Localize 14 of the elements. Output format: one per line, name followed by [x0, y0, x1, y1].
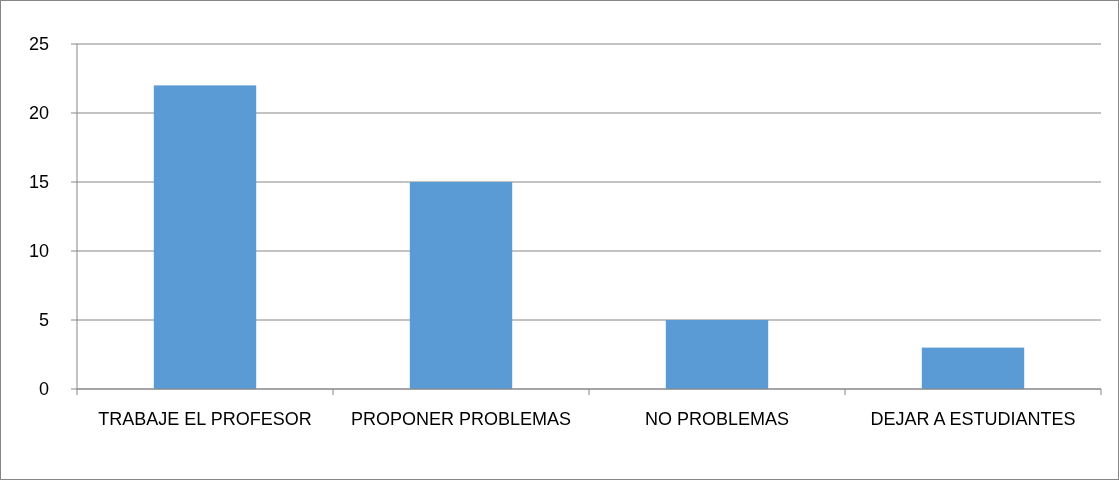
x-tick-label: TRABAJE EL PROFESOR	[98, 409, 312, 429]
bar	[921, 347, 1025, 389]
y-tick-label: 15	[28, 172, 49, 193]
x-tick-label: NO PROBLEMAS	[644, 409, 790, 429]
y-tick-label: 5	[38, 310, 49, 331]
y-tick-label: 10	[28, 241, 49, 262]
x-tick-label: DEJAR A ESTUDIANTES	[870, 409, 1076, 429]
y-tick-label: 20	[28, 103, 49, 124]
bar	[665, 320, 769, 389]
bar	[409, 182, 513, 389]
x-tick-label: PROPONER PROBLEMAS	[350, 409, 572, 429]
bar	[153, 85, 257, 389]
y-tick-label: 0	[38, 379, 49, 400]
y-tick-label: 25	[28, 34, 49, 55]
